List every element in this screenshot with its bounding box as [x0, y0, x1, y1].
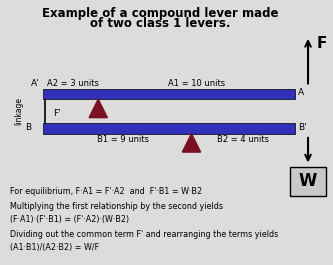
Text: Multiplying the first relationship by the second yields: Multiplying the first relationship by th… [10, 202, 223, 211]
Text: F': F' [53, 109, 61, 118]
Text: (F·A1)·(F'·B1) = (F'·A2)·(W·B2): (F·A1)·(F'·B1) = (F'·A2)·(W·B2) [10, 215, 129, 224]
Text: B': B' [298, 123, 307, 132]
Text: A': A' [31, 79, 40, 88]
Text: (A1·B1)/(A2·B2) = W/F: (A1·B1)/(A2·B2) = W/F [10, 243, 99, 252]
Polygon shape [182, 134, 200, 152]
Text: B: B [25, 123, 31, 132]
Text: A2 = 3 units: A2 = 3 units [47, 79, 99, 88]
Text: A: A [298, 88, 304, 97]
Text: W: W [299, 172, 317, 190]
Text: of two class 1 levers.: of two class 1 levers. [90, 17, 230, 30]
Bar [43, 89, 295, 99]
Polygon shape [89, 99, 107, 118]
FancyBboxPatch shape [290, 167, 326, 196]
Text: Example of a compound lever made: Example of a compound lever made [42, 7, 278, 20]
Text: linkage: linkage [14, 97, 23, 125]
Text: For equilibrium, F·A1 = F'·A2  and  F'·B1 = W·B2: For equilibrium, F·A1 = F'·A2 and F'·B1 … [10, 187, 202, 196]
Bar [43, 123, 295, 134]
Text: B1 = 9 units: B1 = 9 units [97, 135, 149, 144]
Text: A1 = 10 units: A1 = 10 units [168, 79, 225, 88]
Text: B2 = 4 units: B2 = 4 units [217, 135, 269, 144]
Text: F: F [316, 36, 327, 51]
Text: Dividing out the common term F' and rearranging the terms yields: Dividing out the common term F' and rear… [10, 230, 278, 239]
